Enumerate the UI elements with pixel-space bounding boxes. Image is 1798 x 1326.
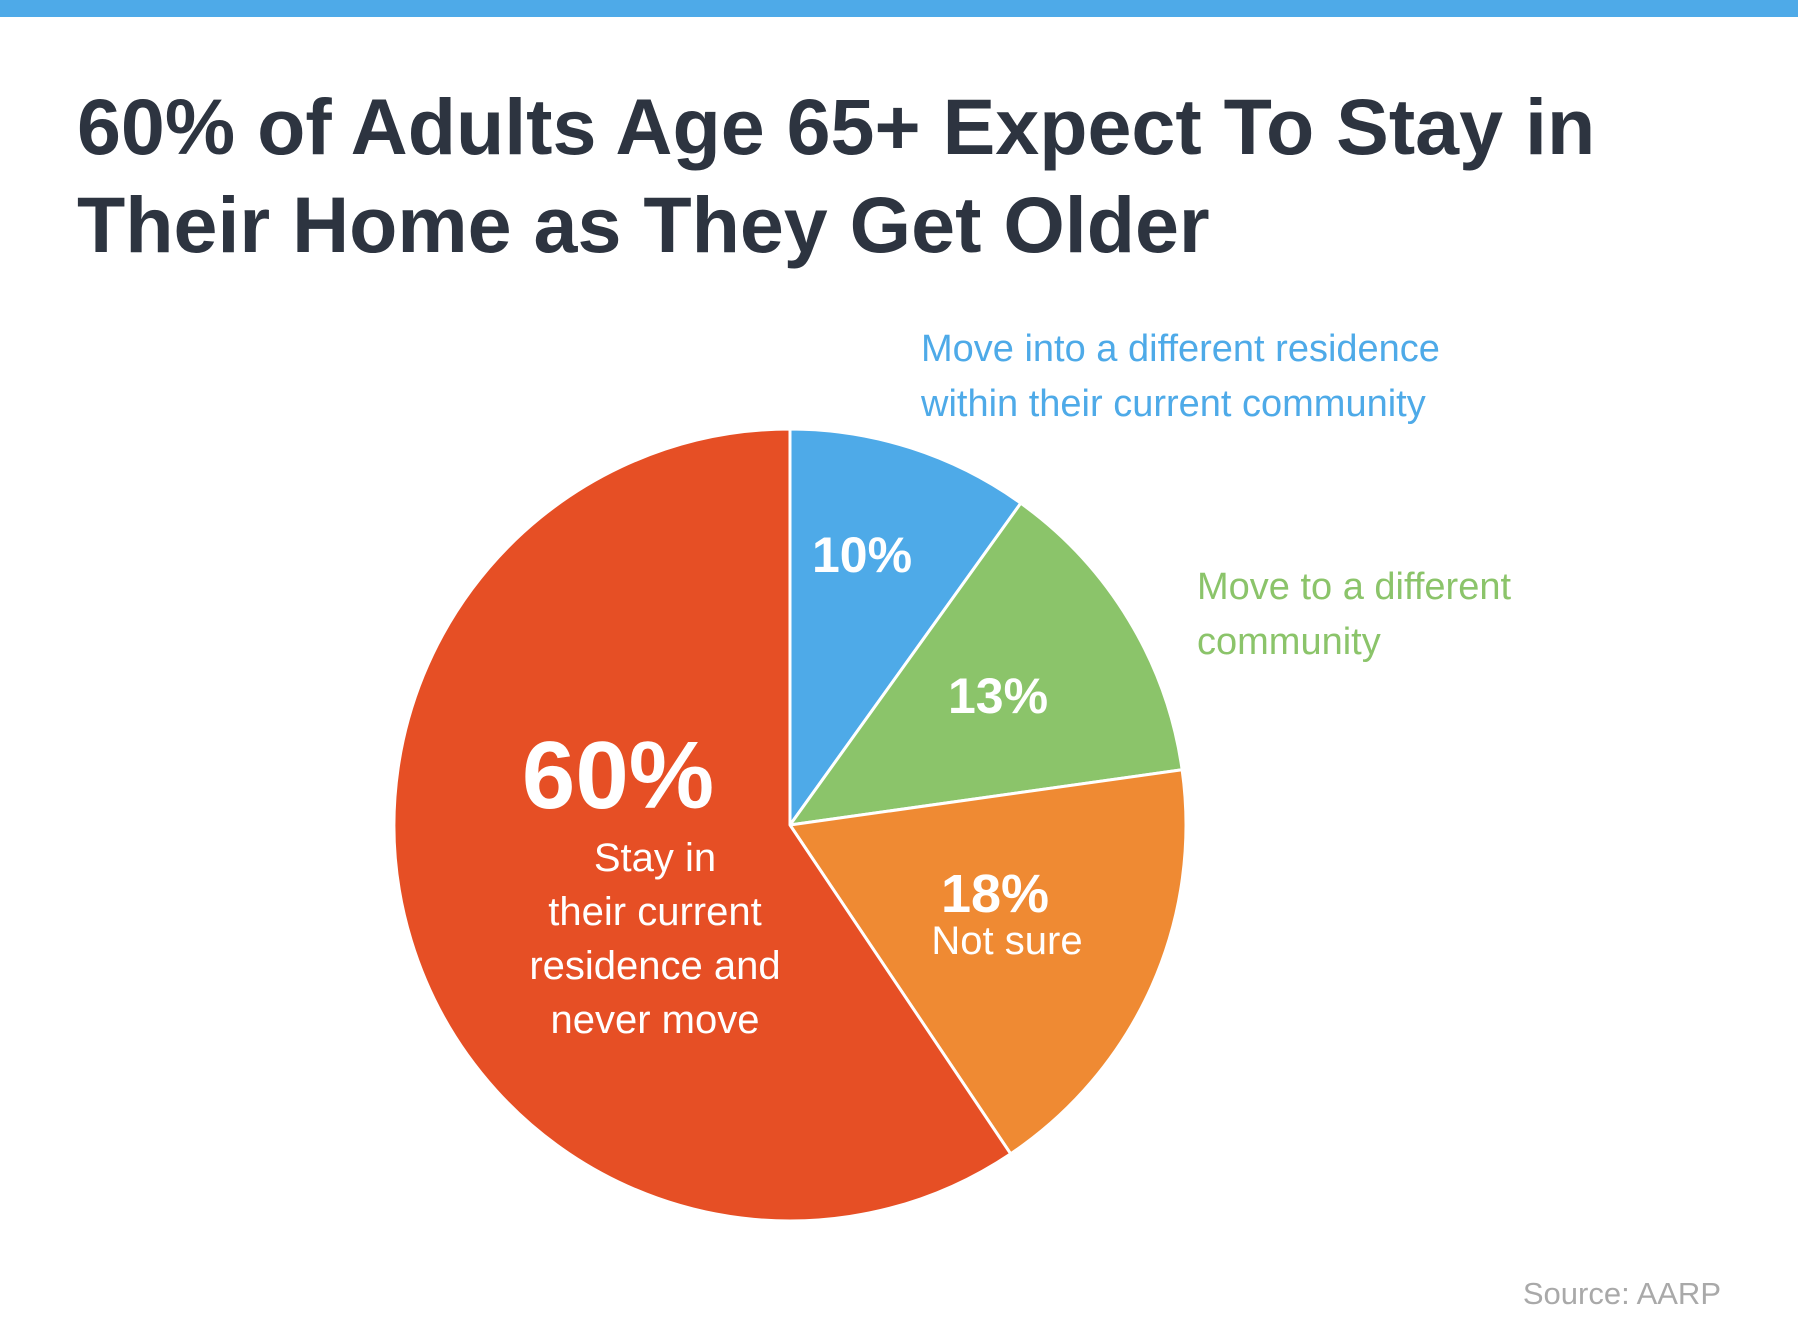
slice-description-stay: Stay in — [594, 836, 716, 880]
slice-description-stay: their current — [548, 890, 761, 934]
slice-description-not-sure: Not sure — [931, 919, 1082, 963]
slice-value-label-stay: 60% — [522, 722, 714, 829]
slice-value-label-different-residence: 10% — [812, 527, 912, 583]
callout-label-different-residence: within their current community — [920, 383, 1426, 425]
callout-label-different-residence: Move into a different residence — [921, 328, 1440, 370]
pie-slice-different-residence — [788, 427, 1023, 827]
slice-description-stay: residence and — [529, 944, 780, 988]
slice-value-label-not-sure: 18% — [941, 864, 1049, 924]
slice-value-label-different-community: 13% — [948, 668, 1048, 724]
pie-slice-not-sure — [788, 768, 1188, 1156]
pie-slice-stay — [392, 427, 1013, 1223]
callout-label-different-community: community — [1197, 621, 1381, 663]
chart-title: 60% of Adults Age 65+ Expect To Stay in … — [77, 78, 1727, 274]
source-note: Source: AARP — [1522, 1276, 1721, 1311]
slice-description-stay: never move — [551, 998, 760, 1042]
top-accent-bar — [0, 0, 1798, 17]
chart-title-line-1: 60% of Adults Age 65+ Expect To Stay in — [77, 82, 1596, 171]
pie-slice-different-community — [788, 501, 1184, 827]
chart-title-line-2: Their Home as They Get Older — [77, 180, 1210, 269]
callout-label-different-community: Move to a different — [1197, 566, 1511, 608]
